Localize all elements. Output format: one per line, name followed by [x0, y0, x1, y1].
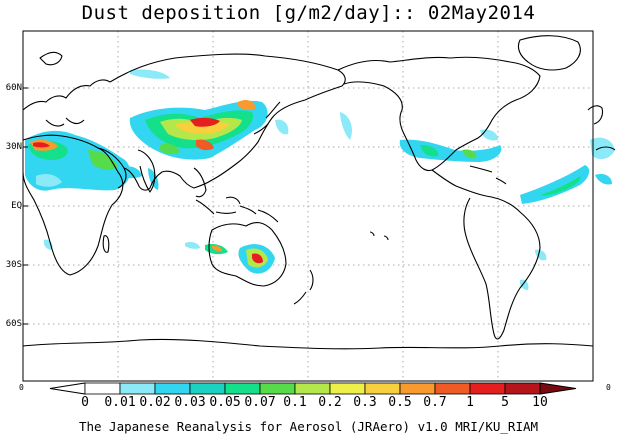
colorbar-tick-label: 0.5	[388, 395, 412, 410]
lat-label-30n: 30N	[5, 142, 22, 152]
colorbar-low-arrow	[49, 382, 86, 395]
dust-deposition-shading	[25, 69, 615, 290]
data-credit: The Japanese Reanalysis for Aerosol (JRA…	[78, 419, 539, 434]
coastlines	[22, 35, 616, 350]
colorbar-box-5	[259, 382, 296, 395]
colorbar-tick-label: 5	[501, 395, 509, 410]
colorbar-tick-label: 0.2	[318, 395, 342, 410]
colorbar-tick-label: 0.7	[423, 395, 447, 410]
dust-region-atlantic	[520, 165, 590, 204]
colorbar-tick-label: 0.01	[104, 395, 136, 410]
colorbar-box-4	[224, 382, 261, 395]
colorbar-box-6	[294, 382, 331, 395]
colorbar-tick-label: 0.3	[353, 395, 377, 410]
colorbar-box-11	[469, 382, 506, 395]
colorbar-box-0	[84, 382, 121, 395]
lat-label-eq: EQ	[11, 201, 22, 211]
colorbar-tick-label: 0.03	[174, 395, 206, 410]
antarctica-coast	[22, 338, 594, 350]
colorbar-tick-label: 0.05	[209, 395, 241, 410]
colorbar-tick-label: 0	[81, 395, 89, 410]
colorbar-box-7	[329, 382, 366, 395]
frame-right-label: 0	[606, 383, 611, 392]
colorbar-tick-label: 0.1	[283, 395, 307, 410]
map-gridlines	[23, 31, 593, 381]
colorbar-box-10	[434, 382, 471, 395]
colorbar-box-8	[364, 382, 401, 395]
colorbar-tick-label: 0.07	[244, 395, 276, 410]
lat-label-60n: 60N	[5, 83, 22, 93]
frame-left-label: 0	[19, 383, 24, 392]
colorbar-box-1	[119, 382, 156, 395]
map-title: Dust deposition [g/m2/day]:: 02May2014	[81, 2, 536, 24]
colorbar-high-arrow	[539, 382, 577, 395]
colorbar-tick-label: 10	[532, 395, 548, 410]
colorbar-box-12	[504, 382, 541, 395]
colorbar-box-3	[189, 382, 226, 395]
colorbar-tick-label: 0.02	[139, 395, 171, 410]
lat-label-30s: 30S	[5, 260, 22, 270]
colorbar-tick-label: 1	[466, 395, 474, 410]
lat-label-60s: 60S	[5, 319, 22, 329]
colorbar-box-9	[399, 382, 436, 395]
colorbar-box-2	[154, 382, 191, 395]
